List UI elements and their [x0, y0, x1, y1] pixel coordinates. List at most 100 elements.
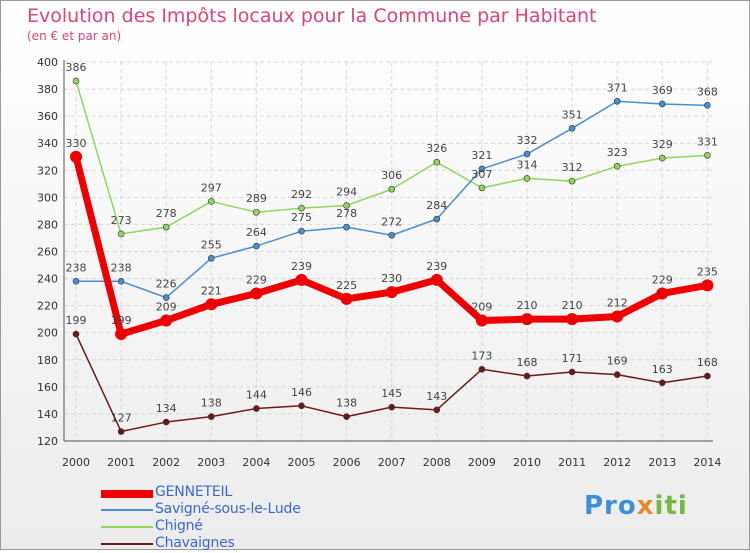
data-point — [115, 328, 128, 341]
data-label: 212 — [607, 296, 628, 309]
data-label: 143 — [426, 390, 447, 403]
x-tick-label: 2013 — [648, 456, 676, 469]
data-point — [658, 379, 666, 387]
legend-swatch-genneteil — [101, 490, 153, 498]
data-point — [343, 413, 350, 420]
data-point — [523, 372, 531, 380]
data-point — [658, 154, 666, 162]
data-point — [160, 314, 173, 327]
data-label: 209 — [471, 301, 492, 314]
data-point — [613, 371, 621, 378]
x-tick-label: 2008 — [423, 456, 451, 469]
data-label: 226 — [156, 278, 177, 291]
data-point — [250, 287, 263, 300]
data-point — [117, 277, 125, 285]
data-point — [388, 185, 396, 193]
data-label: 351 — [562, 108, 583, 121]
data-label: 169 — [607, 355, 628, 368]
data-label: 330 — [66, 137, 87, 150]
data-point — [523, 175, 531, 182]
data-label: 307 — [471, 168, 492, 181]
data-point — [72, 277, 80, 285]
data-label: 306 — [381, 169, 402, 182]
data-point — [162, 294, 170, 301]
data-point — [611, 310, 624, 323]
data-point — [613, 97, 621, 105]
data-point — [295, 273, 308, 286]
data-label: 329 — [652, 138, 673, 151]
proxiti-logo: Proxiti — [584, 491, 688, 521]
x-tick-label: 2003 — [197, 456, 225, 469]
legend-label-savigne: Savigné-sous-le-Lude — [155, 501, 301, 517]
data-point — [208, 413, 215, 420]
data-label: 199 — [66, 314, 87, 327]
data-label: 368 — [697, 85, 718, 98]
data-label: 145 — [381, 387, 402, 400]
x-tick-label: 2014 — [693, 456, 721, 469]
data-label: 134 — [156, 402, 177, 415]
x-tick-label: 2007 — [378, 456, 406, 469]
x-tick-label: 2001 — [107, 456, 135, 469]
y-tick-label: 160 — [37, 381, 58, 394]
data-point — [658, 100, 666, 108]
data-point — [568, 125, 576, 132]
data-label: 278 — [336, 207, 357, 220]
y-tick-label: 300 — [37, 191, 58, 204]
data-point — [521, 313, 533, 326]
data-label: 138 — [201, 397, 222, 410]
y-tick-label: 280 — [37, 218, 58, 231]
data-label: 332 — [517, 134, 538, 147]
series-line-3 — [75, 333, 708, 433]
data-point — [568, 368, 576, 376]
x-tick-label: 2000 — [62, 456, 90, 469]
data-point — [117, 230, 125, 238]
data-label: 168 — [697, 356, 718, 369]
data-label: 221 — [201, 284, 222, 297]
data-label: 297 — [201, 181, 222, 194]
data-point — [340, 292, 353, 305]
y-tick-label: 140 — [37, 408, 58, 421]
data-label: 292 — [291, 188, 312, 201]
x-tick-label: 2006 — [333, 456, 361, 469]
data-point — [162, 223, 170, 231]
data-point — [478, 365, 486, 373]
x-tick-label: 2002 — [152, 456, 180, 469]
x-tick-label: 2011 — [558, 456, 586, 469]
data-point — [162, 418, 170, 426]
data-label: 272 — [381, 215, 402, 228]
legend-label-genneteil: GENNETEIL — [155, 484, 233, 500]
data-label: 173 — [471, 349, 492, 362]
data-label: 386 — [66, 61, 87, 74]
data-label: 289 — [246, 192, 267, 205]
data-point — [475, 314, 488, 327]
data-label: 331 — [697, 135, 718, 148]
y-tick-label: 320 — [37, 164, 58, 177]
legend-label-chigne: Chigné — [155, 518, 203, 534]
data-label: 144 — [246, 389, 267, 402]
data-label: 264 — [246, 226, 267, 239]
data-point — [478, 184, 486, 192]
data-point — [385, 286, 398, 299]
data-label: 225 — [336, 279, 357, 292]
data-point — [205, 298, 218, 311]
data-point — [208, 198, 215, 205]
data-label: 229 — [246, 273, 267, 286]
data-point — [478, 165, 486, 173]
data-label: 127 — [111, 412, 132, 425]
data-label: 230 — [381, 272, 402, 285]
data-label: 294 — [336, 185, 357, 198]
data-point — [430, 273, 443, 286]
data-label: 323 — [607, 146, 628, 159]
series-layer — [70, 77, 714, 435]
data-label: 229 — [652, 273, 673, 286]
data-label: 321 — [471, 149, 492, 162]
data-label: 312 — [562, 161, 583, 174]
data-point — [566, 313, 579, 326]
legend-swatch-chavaignes — [101, 543, 153, 545]
data-label: 239 — [291, 260, 312, 273]
data-label: 314 — [517, 158, 538, 171]
data-point — [253, 208, 260, 216]
data-label: 255 — [201, 238, 222, 251]
data-point — [388, 231, 396, 239]
data-label: 163 — [652, 363, 673, 376]
